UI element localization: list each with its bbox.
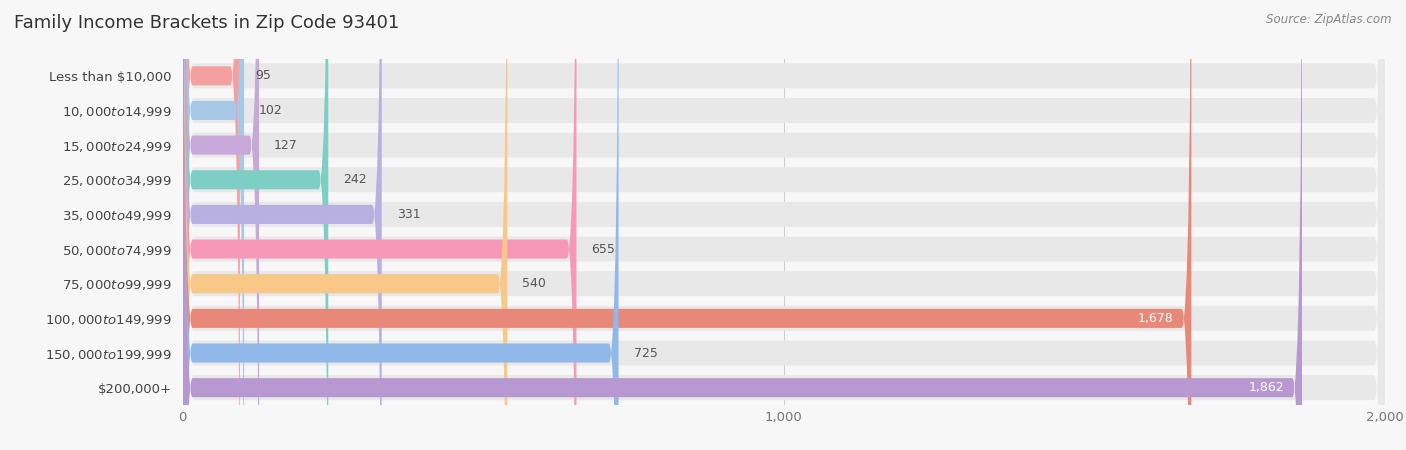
FancyBboxPatch shape	[183, 0, 259, 450]
FancyBboxPatch shape	[183, 0, 1385, 450]
FancyBboxPatch shape	[183, 0, 240, 450]
Text: 1,678: 1,678	[1137, 312, 1174, 325]
Text: 242: 242	[343, 173, 367, 186]
FancyBboxPatch shape	[183, 0, 1385, 450]
FancyBboxPatch shape	[183, 0, 1385, 450]
Text: 102: 102	[259, 104, 283, 117]
Text: 1,862: 1,862	[1249, 381, 1284, 394]
FancyBboxPatch shape	[183, 0, 1385, 450]
FancyBboxPatch shape	[183, 0, 245, 450]
FancyBboxPatch shape	[183, 0, 576, 450]
FancyBboxPatch shape	[183, 0, 1302, 450]
FancyBboxPatch shape	[183, 0, 1385, 450]
Text: 331: 331	[396, 208, 420, 221]
FancyBboxPatch shape	[183, 0, 1385, 450]
Text: 725: 725	[634, 346, 658, 360]
FancyBboxPatch shape	[183, 0, 382, 450]
Text: 127: 127	[274, 139, 298, 152]
FancyBboxPatch shape	[183, 0, 1385, 450]
Text: 95: 95	[254, 69, 271, 82]
FancyBboxPatch shape	[183, 0, 1385, 450]
Text: 655: 655	[592, 243, 616, 256]
Text: Source: ZipAtlas.com: Source: ZipAtlas.com	[1267, 14, 1392, 27]
FancyBboxPatch shape	[183, 0, 328, 450]
FancyBboxPatch shape	[183, 0, 1385, 450]
FancyBboxPatch shape	[183, 0, 508, 450]
FancyBboxPatch shape	[183, 0, 1385, 450]
FancyBboxPatch shape	[183, 0, 1191, 450]
FancyBboxPatch shape	[183, 0, 619, 450]
Text: 540: 540	[523, 277, 547, 290]
Text: Family Income Brackets in Zip Code 93401: Family Income Brackets in Zip Code 93401	[14, 14, 399, 32]
